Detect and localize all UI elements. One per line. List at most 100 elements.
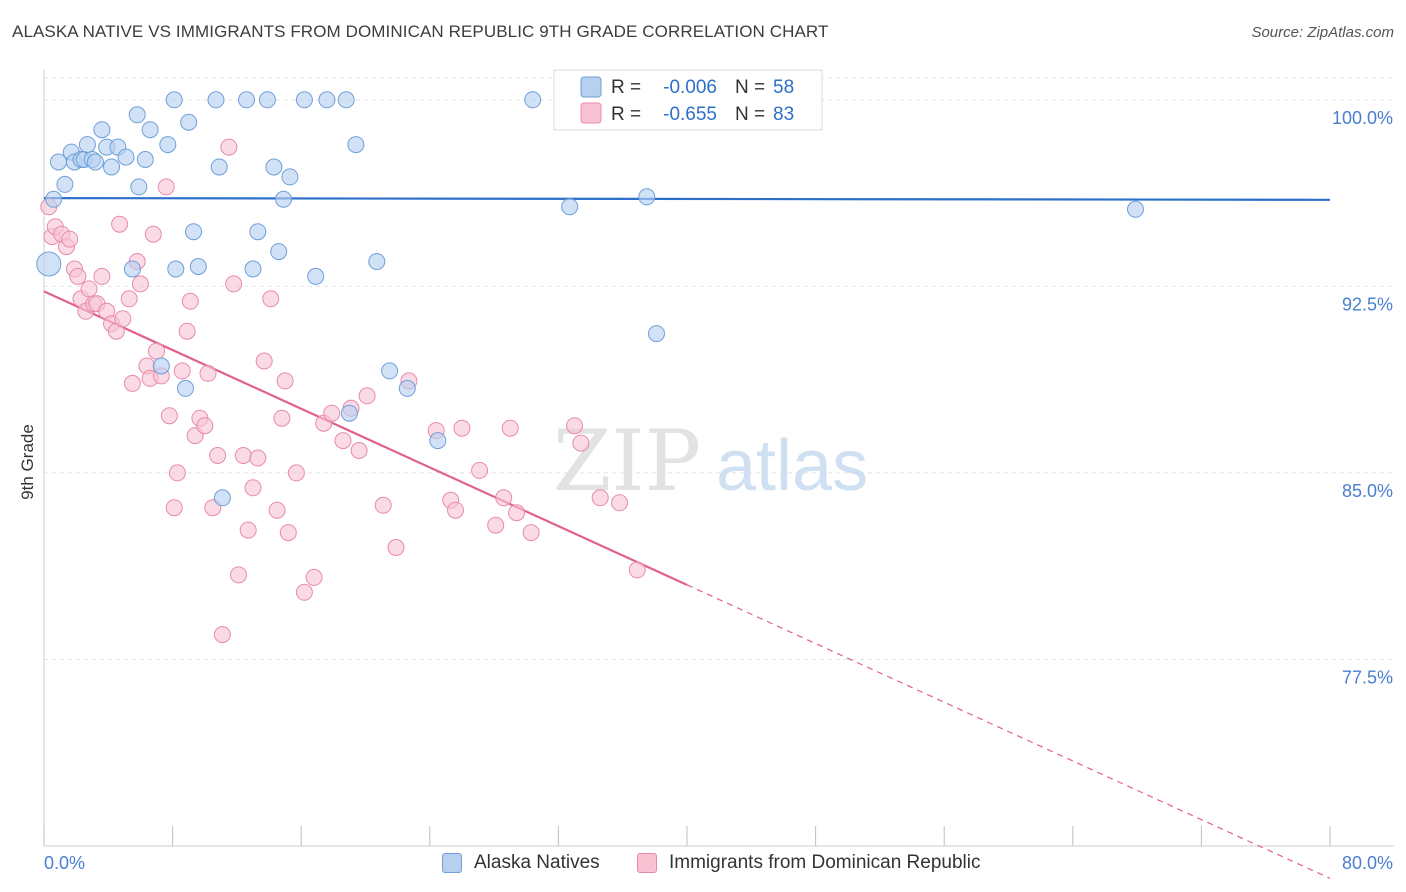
alaska-native-point — [524, 91, 542, 109]
dominican-republic-point — [225, 275, 243, 293]
dominican-republic-point — [287, 464, 305, 482]
alaska-native-point — [270, 243, 288, 261]
dominican-republic-point — [61, 230, 79, 248]
dominican-republic-point — [178, 322, 196, 340]
stats-legend-n-label: N = — [735, 77, 765, 98]
dominican-republic-point — [350, 442, 368, 459]
dominican-republic-point — [160, 407, 178, 425]
alaska-native-point — [398, 379, 416, 397]
dominican-republic-point — [572, 434, 590, 452]
alaska-native-point — [295, 91, 313, 109]
dominican-republic-point — [279, 524, 297, 542]
dominican-republic-point — [157, 178, 175, 196]
axes — [43, 70, 1394, 847]
dominican-republic-point — [249, 449, 267, 467]
alaska-native-point — [258, 91, 276, 109]
dominican-republic-point — [196, 417, 214, 435]
dominican-republic-point — [453, 419, 471, 437]
alaska-native-point — [185, 223, 202, 241]
dominican-republic-point — [273, 409, 291, 427]
stats-legend-n-value: 83 — [773, 104, 794, 125]
alaska-native-point — [78, 136, 96, 154]
y-tick-label: 92.5% — [1342, 294, 1393, 314]
alaska-native-point — [648, 325, 665, 343]
chart-title: ALASKA NATIVE VS IMMIGRANTS FROM DOMINIC… — [12, 22, 829, 41]
legend-label: Immigrants from Dominican Republic — [669, 852, 981, 873]
legend-swatch-blue — [442, 853, 462, 873]
dominican-republic-point — [611, 494, 628, 512]
dominican-republic-point — [168, 464, 186, 482]
alaska-native-point — [347, 136, 365, 154]
alaska-native-point — [281, 168, 299, 186]
dominican-republic-point — [111, 215, 129, 233]
dominican-republic-point — [487, 516, 505, 534]
alaska-native-point — [561, 198, 579, 216]
trend-lines — [43, 196, 1331, 879]
alaska-native-point — [93, 121, 111, 139]
dominican-republic-point — [181, 292, 199, 310]
stats-legend-r-label: R = — [611, 77, 641, 98]
watermark-atlas: atlas — [716, 426, 868, 506]
alaska-native-point — [128, 106, 146, 124]
stats-legend-swatch-pink — [580, 102, 602, 124]
dominican-republic-point — [374, 496, 392, 514]
dominican-republic-point — [114, 310, 132, 328]
dominican-republic-point — [276, 372, 294, 390]
watermark: ZIP atlas — [553, 412, 868, 510]
stats-legend-r-label: R = — [611, 104, 641, 125]
alaska-native-point — [210, 158, 228, 176]
dominican-republic-point — [144, 225, 162, 243]
dominican-republic-point — [213, 626, 231, 644]
y-tick-label: 100.0% — [1332, 108, 1393, 128]
dominican-republic-point — [148, 342, 165, 360]
dominican-republic-point — [199, 364, 217, 382]
dominican-republic-point — [501, 419, 519, 437]
stats-legend-r-value: -0.006 — [663, 77, 717, 98]
alaska-native-point — [638, 188, 656, 206]
dominican-republic-point — [255, 352, 273, 370]
dominican-republic-point — [120, 290, 138, 308]
dominican-republic-point — [262, 290, 280, 308]
legend-label: Alaska Natives — [474, 852, 600, 873]
dominican-republic-point — [165, 499, 183, 517]
alaska-native-point — [337, 91, 355, 109]
stats-legend: R = -0.006 N = 58 R = -0.655 N = 83 — [553, 69, 823, 131]
dominican-republic-point — [522, 524, 540, 542]
y-tick-label: 85.0% — [1342, 481, 1393, 501]
dominican-republic-point — [566, 417, 583, 435]
alaska-native-point — [307, 267, 325, 285]
alaska-native-point — [159, 136, 177, 154]
data-points — [36, 91, 1144, 644]
alaska-native-point — [56, 175, 74, 193]
dominican-republic-point — [131, 275, 149, 293]
dominican-republic-point — [244, 479, 262, 497]
alaska-native-point — [36, 251, 62, 277]
dominican-republic-trend-line — [43, 290, 688, 586]
dominican-republic-point — [508, 504, 526, 522]
dominican-republic-point — [230, 566, 247, 584]
legend-swatch-pink — [637, 853, 657, 873]
dominican-republic-point — [323, 404, 341, 422]
alaska-native-point — [180, 113, 198, 131]
dominican-republic-point — [334, 432, 352, 450]
dominican-republic-point — [628, 561, 646, 579]
dominican-republic-trend-extrapolation — [686, 584, 1331, 879]
alaska-native-point — [1127, 200, 1144, 218]
alaska-native-point — [238, 91, 255, 109]
alaska-native-point — [265, 158, 283, 176]
dominican-republic-point — [239, 521, 257, 539]
source-credit: Source: ZipAtlas.com — [1251, 24, 1394, 41]
alaska-native-point — [244, 260, 262, 278]
alaska-native-point — [213, 489, 231, 507]
legend-item-alaska-natives[interactable]: Alaska Natives — [442, 852, 600, 874]
alaska-native-point — [130, 178, 148, 196]
alaska-native-point — [368, 253, 386, 270]
series-legend: Alaska Natives Immigrants from Dominican… — [0, 852, 1406, 878]
dominican-republic-point — [358, 387, 376, 405]
dominican-republic-point — [471, 461, 489, 479]
legend-item-dominican-republic[interactable]: Immigrants from Dominican Republic — [637, 852, 981, 874]
dominican-republic-point — [447, 501, 464, 519]
stats-legend-n-value: 58 — [773, 77, 794, 98]
alaska-native-point — [86, 153, 104, 171]
